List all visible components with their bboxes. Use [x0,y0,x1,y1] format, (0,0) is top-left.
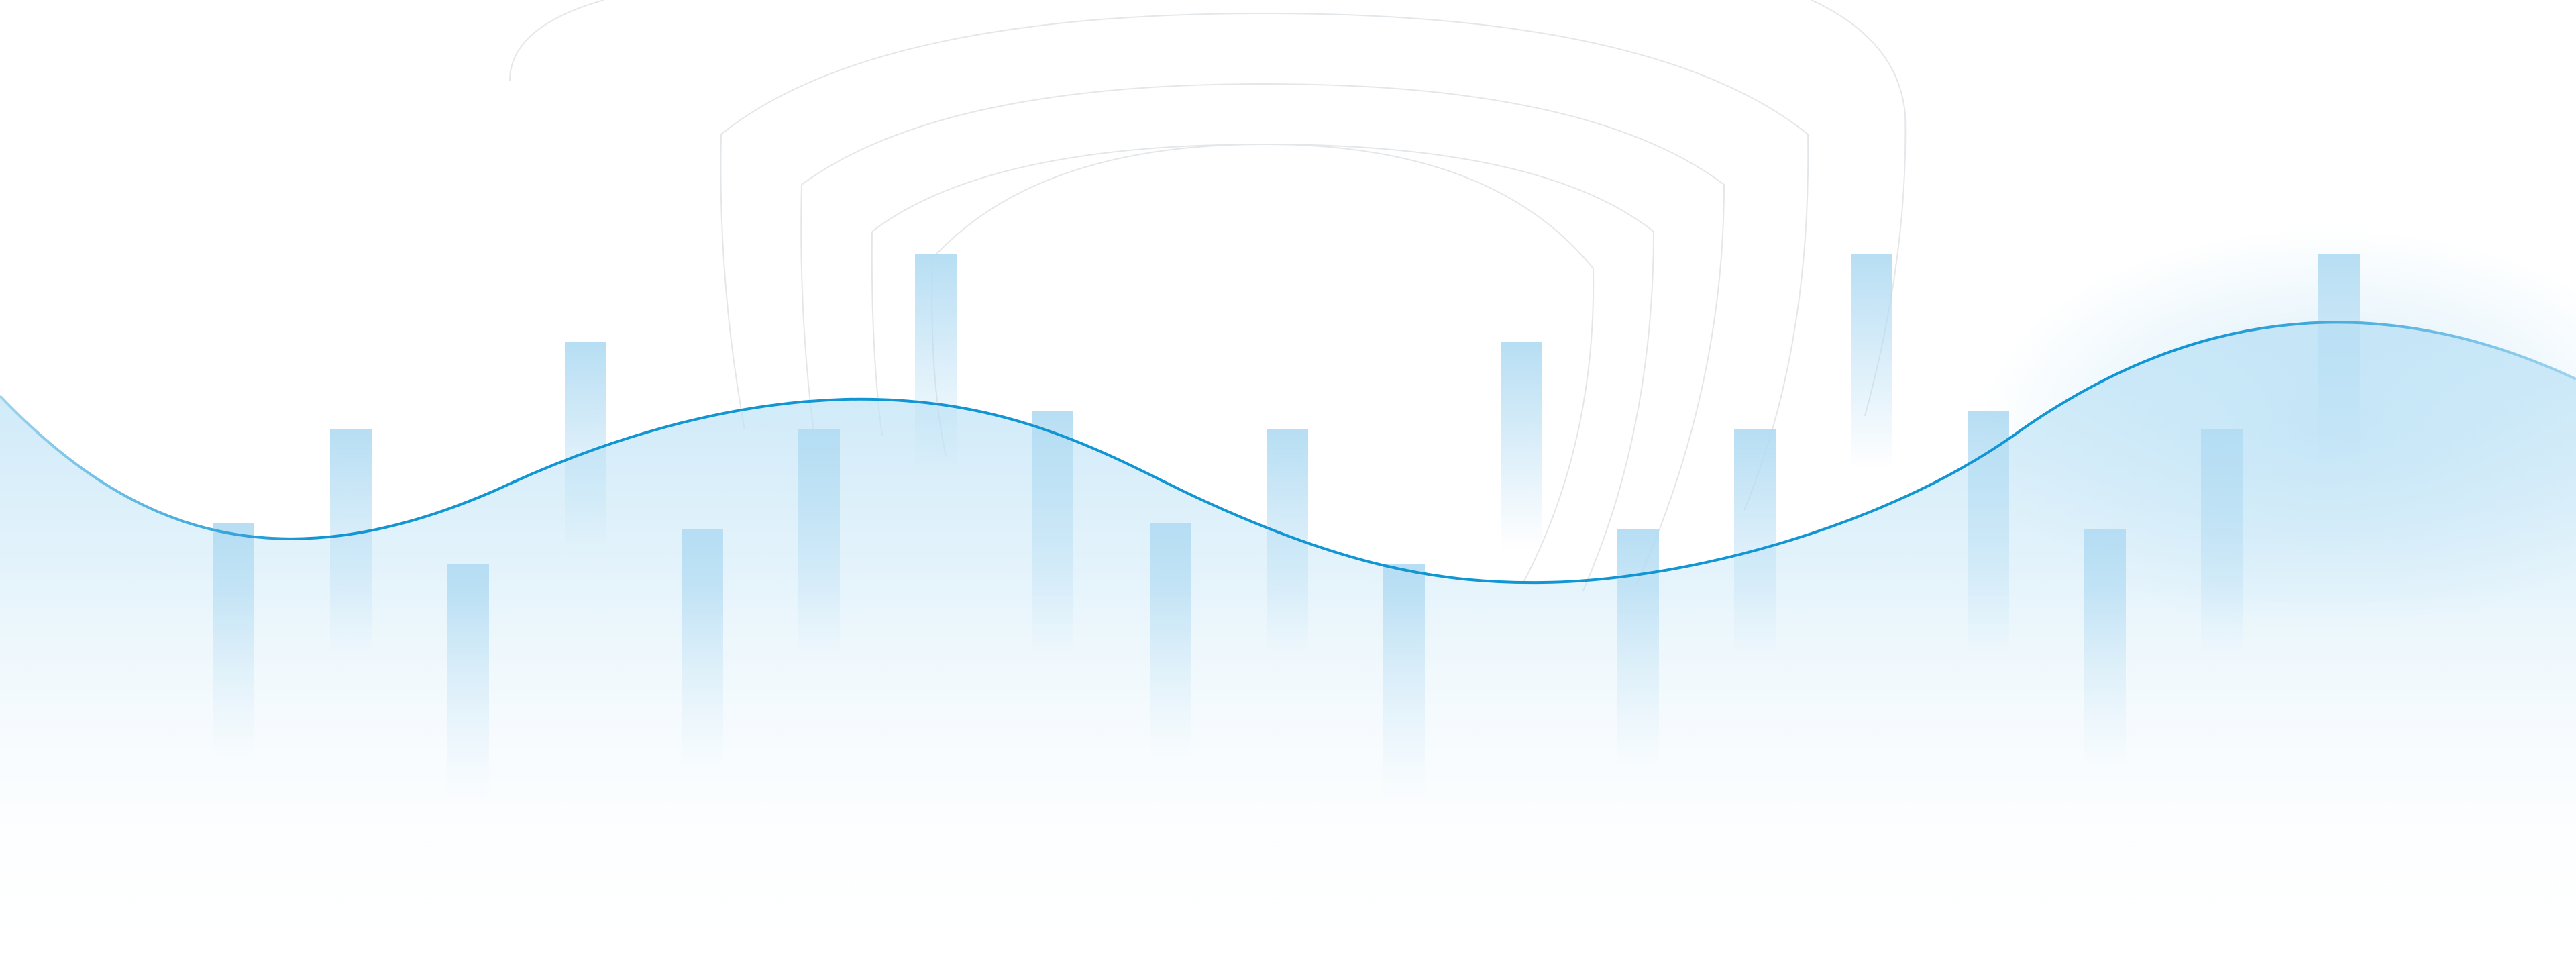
arch-line [509,0,1907,417]
arch-line [871,143,1655,591]
arch-line [720,134,745,430]
arch-lines [509,0,1907,591]
decorative-bar [2318,254,2360,470]
wave-line [0,321,2576,585]
bottom-fade [0,591,2576,965]
arch-line [801,83,1725,585]
decorative-bar [1851,254,1892,470]
arch-line [720,12,1809,511]
arch-line [932,143,1595,585]
decorative-bar [1501,342,1542,550]
decorative-bar [915,254,957,470]
